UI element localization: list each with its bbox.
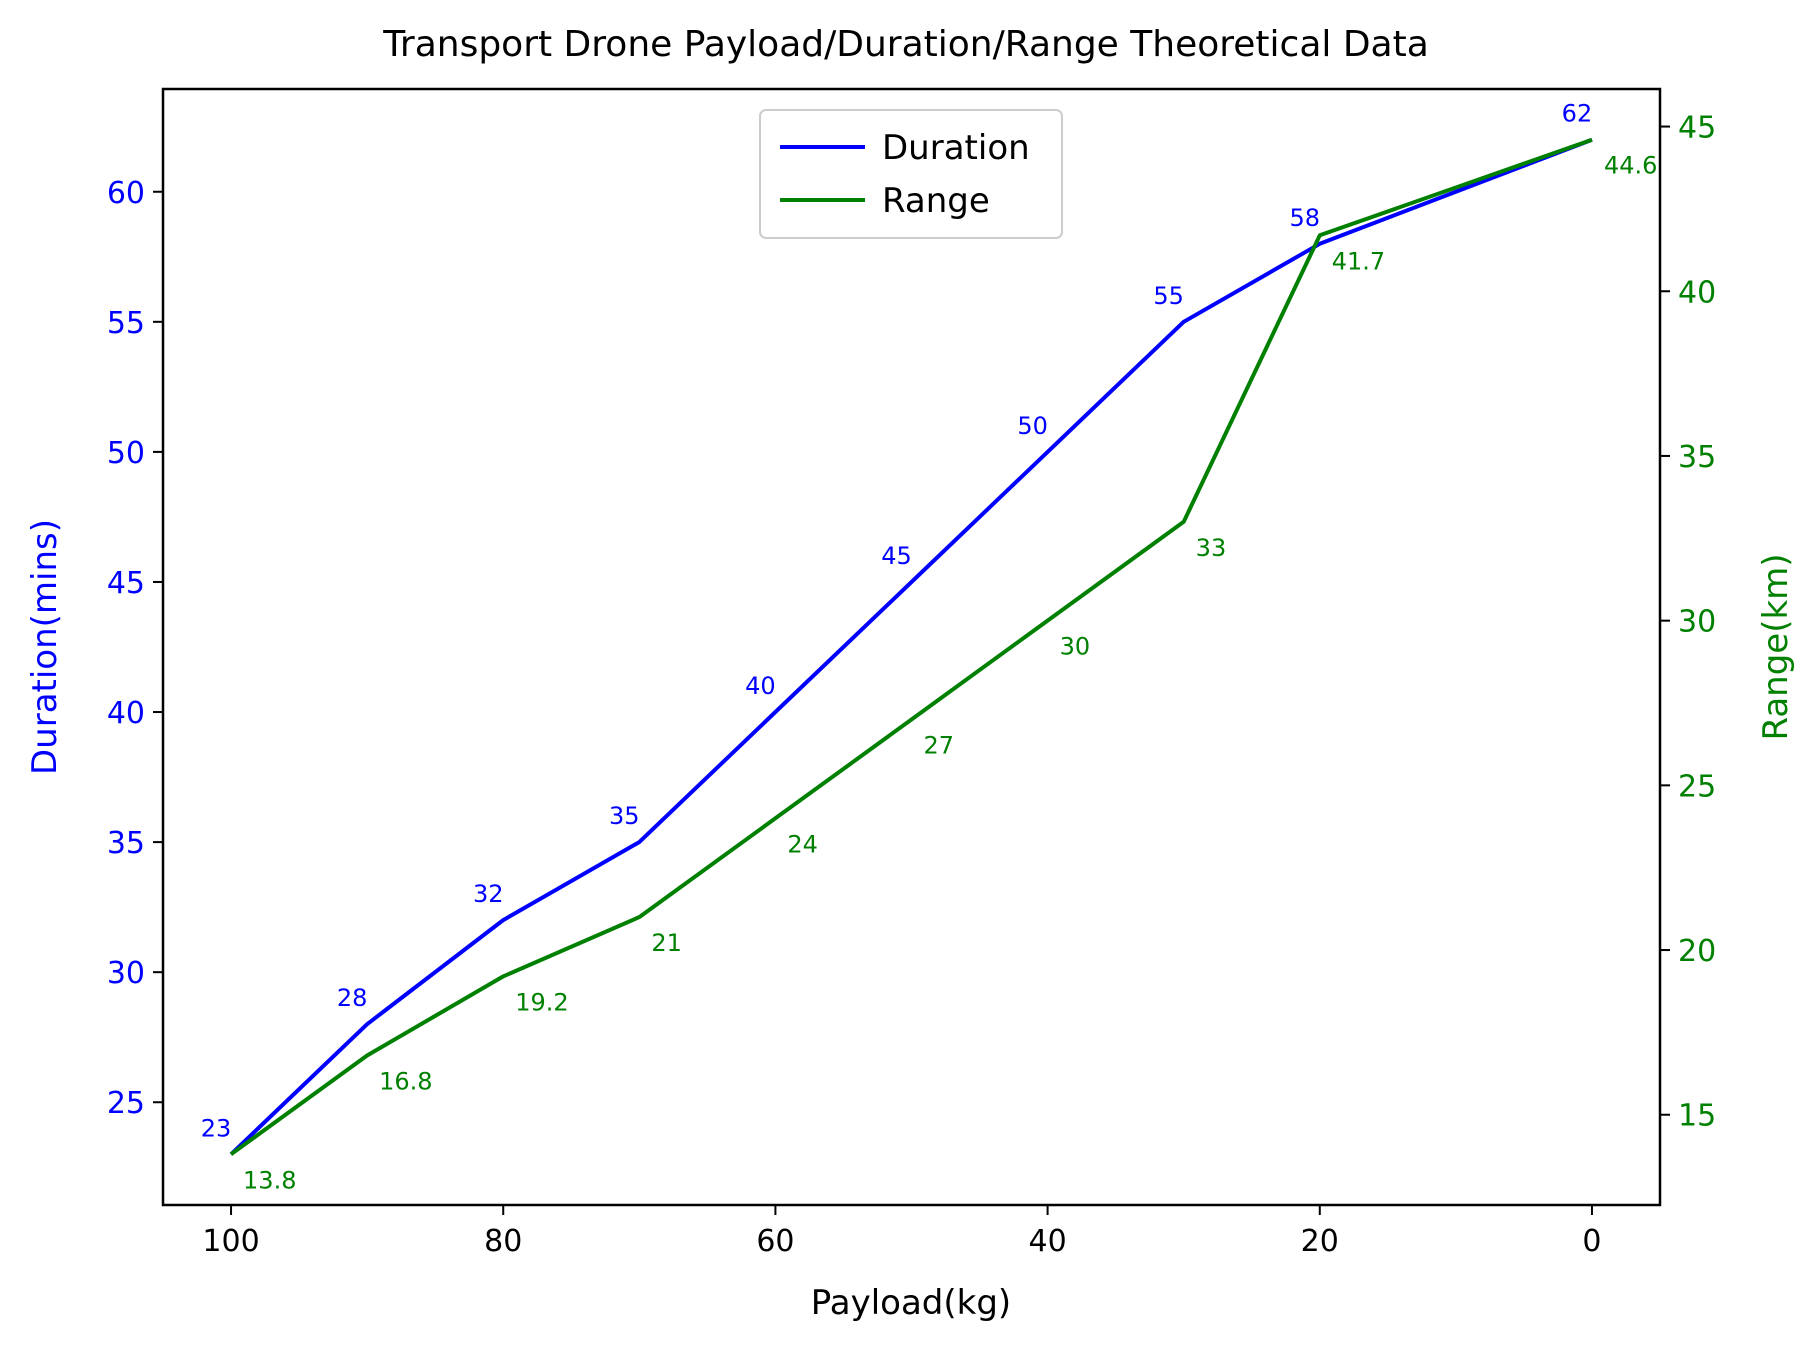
legend-box [759,109,1063,239]
y-right-tick-label-25: 25 [1678,769,1716,804]
data-label-duration-9: 62 [1562,100,1593,128]
data-label-range-5: 27 [924,731,955,759]
x-tick-label-0: 0 [1582,1224,1601,1259]
x-tick-label-80: 80 [484,1224,522,1259]
y-right-axis-label: Range(km) [1756,553,1796,740]
data-label-range-1: 16.8 [379,1067,432,1095]
x-tick-label-60: 60 [756,1224,794,1259]
y-left-tick-label-60: 60 [107,176,145,211]
data-label-duration-2: 32 [473,880,504,908]
data-label-duration-8: 58 [1289,204,1320,232]
data-label-duration-1: 28 [337,984,368,1012]
y-left-tick-label-55: 55 [107,306,145,341]
data-label-range-0: 13.8 [243,1166,296,1194]
data-label-duration-0: 23 [201,1114,232,1142]
legend-label-duration: Duration [882,128,1030,168]
data-label-duration-5: 45 [881,542,912,570]
y-right-tick-label-35: 35 [1678,440,1716,475]
y-left-tick-label-25: 25 [107,1086,145,1121]
y-right-tick-label-20: 20 [1678,934,1716,969]
y-left-tick-label-50: 50 [107,436,145,471]
data-label-duration-4: 40 [745,672,776,700]
x-tick-label-40: 40 [1028,1224,1066,1259]
x-axis-label: Payload(kg) [811,1283,1011,1323]
y-right-tick-label-30: 30 [1678,605,1716,640]
y-right-tick-label-15: 15 [1678,1099,1716,1134]
y-left-tick-label-30: 30 [107,956,145,991]
data-label-range-8: 41.7 [1332,247,1385,275]
plot-area: 100 80 60 40 20 0 25 30 35 40 45 50 55 60 15 20 25 30 35 40… [107,100,1716,1259]
plot-frame [161,87,1662,1207]
series-line-duration [229,137,1593,1156]
data-label-duration-6: 50 [1017,412,1048,440]
data-label-duration-7: 55 [1153,282,1184,310]
data-label-range-4: 24 [787,830,818,858]
data-label-range-3: 21 [651,929,682,957]
legend-label-range: Range [882,181,990,221]
x-tick-label-20: 20 [1301,1224,1339,1259]
y-left-axis-label: Duration(mins) [25,519,65,775]
y-left-tick-label-45: 45 [107,566,145,601]
data-label-range-7: 33 [1196,534,1227,562]
data-label-range-2: 19.2 [515,988,568,1016]
data-label-range-9: 44.6 [1604,152,1657,180]
chart-title: Transport Drone Payload/Duration/Range T… [382,24,1429,65]
y-right-tick-label-40: 40 [1678,275,1716,310]
data-label-duration-3: 35 [609,802,640,830]
x-tick-label-100: 100 [202,1224,259,1259]
series-line-range [229,137,1593,1156]
y-right-tick-label-45: 45 [1678,111,1716,146]
data-label-range-6: 30 [1060,633,1091,661]
legend: Duration Range [759,109,1063,239]
y-left-tick-label-35: 35 [107,826,145,861]
y-left-tick-label-40: 40 [107,696,145,731]
